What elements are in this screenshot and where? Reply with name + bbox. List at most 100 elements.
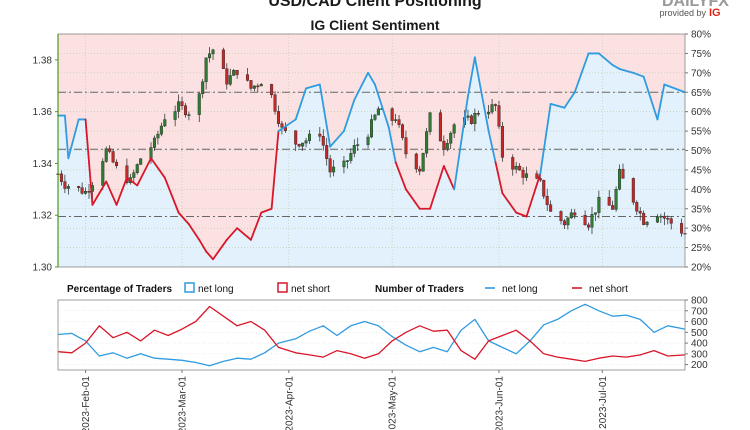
candle-body [590, 214, 594, 228]
candle-body [525, 173, 529, 178]
candle-body [587, 224, 591, 228]
left-tick-label: 1.38 [33, 55, 53, 66]
sentiment-segment [467, 56, 476, 98]
candle-body [473, 113, 477, 124]
sentiment-segment [394, 161, 407, 191]
legend-pct-long-swatch [184, 282, 195, 293]
left-tick-label: 1.30 [33, 263, 53, 274]
sentiment-segment [429, 165, 445, 210]
sentiment-segment [329, 130, 345, 148]
candle-body [442, 140, 446, 150]
series-net-short-count [57, 305, 686, 363]
candle-body [163, 119, 167, 127]
sentiment-line [57, 52, 686, 261]
sentiment-segment [405, 188, 421, 210]
sentiment-segment [501, 192, 518, 214]
left-tick-label: 1.32 [33, 211, 53, 222]
candle-body [139, 158, 143, 165]
candle-body [235, 70, 239, 75]
x-tick-label: 2023-Mar-01 [178, 376, 189, 430]
right-tick-label: 60% [691, 107, 711, 118]
sentiment-segment [188, 223, 201, 241]
sentiment-segment [387, 126, 397, 164]
candle-body [366, 136, 370, 145]
candle-body [635, 202, 639, 212]
sentiment-segment [63, 114, 70, 160]
candle-body [425, 131, 429, 154]
candle-body [476, 113, 480, 115]
candle-body [225, 68, 229, 85]
brand-ig-logo: IG [709, 7, 721, 19]
legend-pct-long: net long [198, 284, 234, 295]
candle-body [545, 196, 549, 205]
sentiment-segment [573, 52, 590, 94]
candle-body [428, 112, 432, 132]
candle-body [466, 115, 470, 118]
candle-body [87, 191, 91, 193]
right-tick-label: 35% [691, 204, 711, 215]
legend-num-title: Number of Traders [375, 284, 464, 295]
candle-body [638, 210, 642, 214]
candle-body [204, 57, 208, 83]
x-tick-label: 2023-May-01 [388, 376, 399, 430]
candle-body [111, 151, 115, 163]
candle-body [642, 212, 646, 225]
sentiment-segment [126, 176, 139, 187]
candle-body [559, 211, 563, 221]
sentiment-segment [353, 71, 369, 101]
sentiment-segment [343, 99, 356, 132]
sentiment-segment [539, 103, 552, 175]
candle-body [356, 144, 360, 146]
chart-title: USD/CAD Client Positioning [268, 0, 481, 10]
left-axis-ticks: 1.30 1.32 1.34 1.36 1.38 [33, 55, 58, 274]
bottom-right-tick-label: 700 [691, 306, 708, 317]
net-short-area [58, 34, 685, 260]
sentiment-segment [277, 118, 297, 132]
sentiment-segment [597, 52, 614, 66]
candle-body [438, 112, 442, 142]
bottom-plot-border [57, 299, 686, 371]
candle-body [614, 189, 618, 210]
sentiment-segment [115, 176, 128, 206]
candle-body [680, 223, 684, 234]
trader-count-lines [57, 303, 686, 367]
sentiment-segment [198, 238, 208, 253]
candle-body [180, 101, 184, 106]
candle-body [177, 101, 181, 112]
x-axis-ticks: 2023-Feb-01 2023-Mar-01 2023-Apr-01 2023-Ma… [81, 370, 609, 430]
price-candles [56, 47, 687, 237]
candle-body [101, 161, 105, 186]
candle-body [621, 168, 625, 179]
candle-body [414, 153, 418, 170]
candle-body [59, 173, 63, 182]
sentiment-segment [136, 157, 152, 187]
candle-body [307, 133, 311, 141]
bottom-right-tick-label: 400 [691, 339, 708, 350]
candle-body [156, 133, 160, 139]
right-tick-label: 75% [691, 49, 711, 60]
candle-body [115, 161, 119, 166]
main-chart: 1.30 1.32 1.34 1.36 1.38 20% 25% 30% 35% 40% 45% 5… [33, 30, 712, 274]
sentiment-segment [442, 165, 456, 191]
candle-body [159, 125, 163, 135]
candle-body [573, 212, 577, 216]
candle-body [669, 218, 673, 224]
sentiment-segment [487, 130, 497, 164]
candle-body [259, 84, 263, 87]
candle-body [394, 119, 398, 121]
sentiment-segment [318, 83, 332, 148]
right-tick-label: 65% [691, 88, 711, 99]
candle-body [345, 160, 349, 162]
right-axis-ticks: 20% 25% 30% 35% 40% 45% 50% 55% 60% 65% 70% 75% 80% [685, 30, 711, 274]
candle-body [631, 178, 635, 203]
brand-provided-by: provided by [659, 8, 706, 18]
right-tick-label: 25% [691, 243, 711, 254]
candle-body [318, 133, 322, 137]
legend: Percentage of Traders net long net short… [67, 282, 628, 295]
candle-body [321, 136, 325, 146]
right-tick-label: 55% [691, 127, 711, 138]
legend-pct-title: Percentage of Traders [67, 284, 172, 295]
sentiment-segment [236, 227, 252, 241]
x-tick-label: 2023-Jul-01 [598, 376, 609, 429]
